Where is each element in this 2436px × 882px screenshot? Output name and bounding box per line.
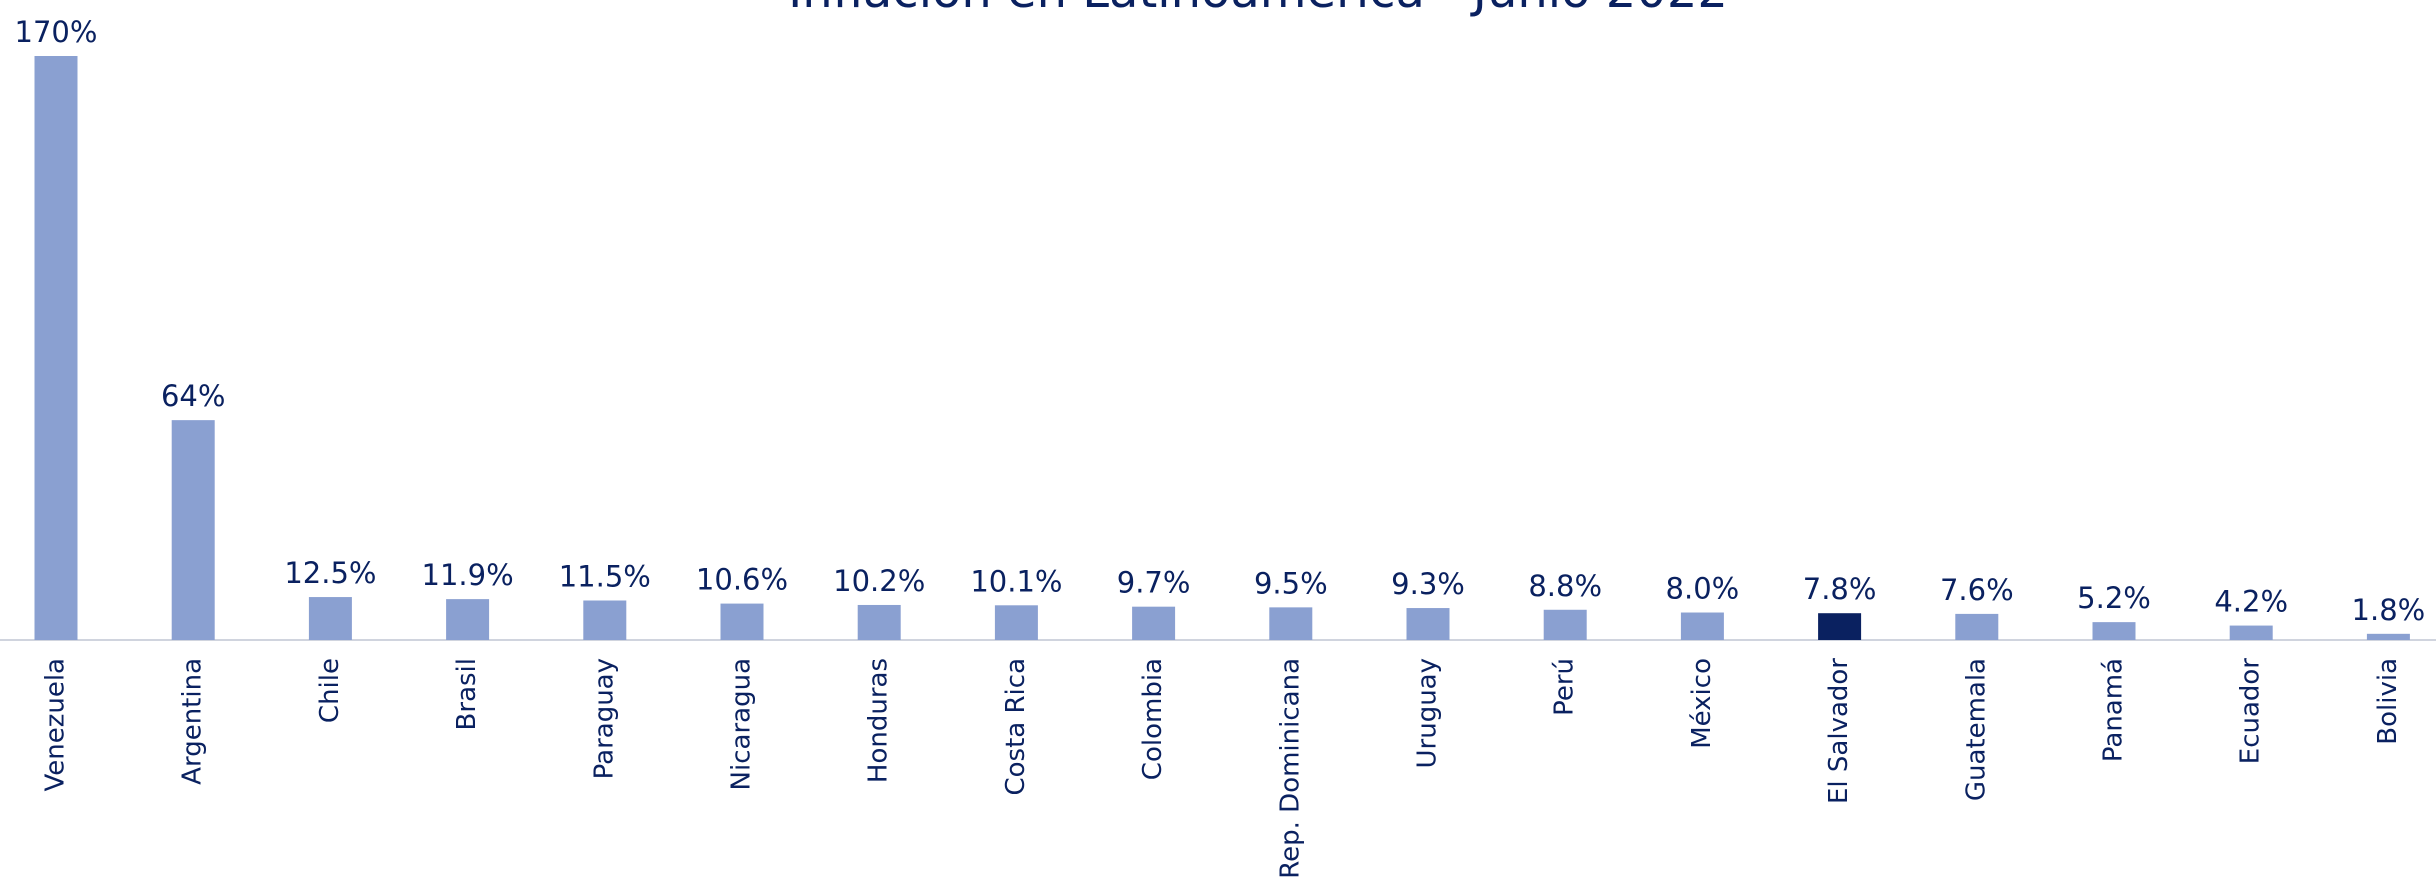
value-label: 11.5% <box>559 559 651 593</box>
x-tick-label: México <box>1687 658 1717 749</box>
x-tick-label: Costa Rica <box>1001 658 1031 796</box>
x-tick-label: Brasil <box>452 658 482 730</box>
x-tick-label: Panamá <box>2099 658 2129 762</box>
value-label: 1.8% <box>2352 593 2426 627</box>
x-tick-label: Bolivia <box>2373 658 2403 745</box>
value-label: 4.2% <box>2214 585 2288 619</box>
bar <box>2229 625 2273 640</box>
value-label: 7.8% <box>1803 572 1877 606</box>
bar <box>1269 607 1313 640</box>
value-label: 10.1% <box>970 564 1062 598</box>
chart-title: Inflación en Latinoamérica - Junio 2022 <box>788 0 1728 19</box>
bar <box>1818 613 1862 640</box>
x-tick-label: Venezuela <box>41 658 71 792</box>
x-tick-label: Colombia <box>1138 658 1168 780</box>
value-label: 12.5% <box>284 556 376 590</box>
bar <box>34 56 78 640</box>
bar <box>446 599 490 640</box>
value-label: 11.9% <box>422 558 514 592</box>
x-tick-label: Rep. Dominicana <box>1275 658 1305 879</box>
bar <box>1955 613 1999 640</box>
value-label: 5.2% <box>2077 581 2151 615</box>
value-label: 9.7% <box>1117 566 1191 600</box>
bar <box>583 600 627 640</box>
x-tick-label: Nicaragua <box>727 658 757 790</box>
value-label: 7.6% <box>1940 573 2014 607</box>
x-tick-label: Ecuador <box>2236 658 2266 765</box>
value-label: 8.8% <box>1528 569 1602 603</box>
x-tick-label: Chile <box>315 658 345 723</box>
x-tick-label: El Salvador <box>1824 658 1854 804</box>
bar <box>2366 633 2410 640</box>
bar <box>171 420 215 640</box>
value-label: 10.2% <box>833 564 925 598</box>
value-label: 64% <box>161 379 225 413</box>
value-label: 8.0% <box>1666 572 1740 606</box>
bar <box>1406 608 1450 640</box>
bar <box>994 605 1038 640</box>
value-label: 170% <box>15 15 98 49</box>
x-tick-label: Paraguay <box>589 658 619 779</box>
bar <box>720 603 764 640</box>
x-tick-label: Honduras <box>864 658 894 783</box>
bar <box>1543 609 1587 640</box>
bar <box>308 597 352 640</box>
bar <box>2092 622 2136 640</box>
x-tick-label: Perú <box>1550 658 1580 716</box>
x-tick-label: Argentina <box>178 658 208 785</box>
x-tick-label: Uruguay <box>1413 658 1443 769</box>
x-tick-label: Guatemala <box>1961 658 1991 801</box>
bar <box>1680 612 1724 640</box>
value-label: 9.3% <box>1391 567 1465 601</box>
value-label: 10.6% <box>696 563 788 597</box>
bar <box>1132 606 1176 640</box>
bar <box>857 604 901 640</box>
value-label: 9.5% <box>1254 566 1328 600</box>
